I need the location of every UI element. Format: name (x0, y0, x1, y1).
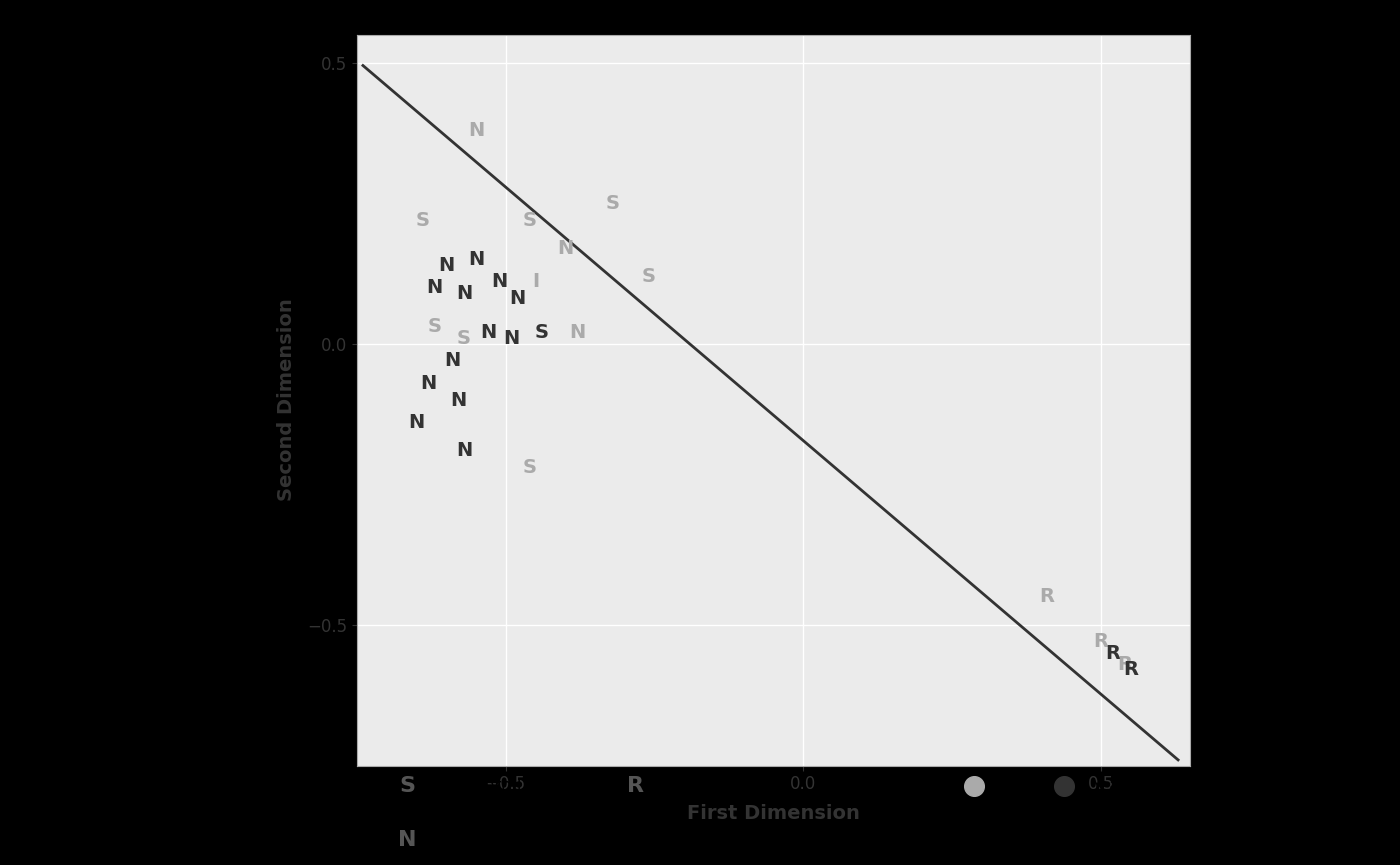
Text: R: R (627, 776, 644, 796)
Text: S: S (606, 194, 620, 213)
Text: S: S (522, 458, 536, 477)
Text: N: N (409, 413, 424, 432)
Text: S: S (427, 317, 441, 336)
Text: N: N (456, 284, 472, 303)
Text: Vote: Vote (855, 776, 909, 796)
Text: S: S (535, 324, 549, 342)
Text: N: N (568, 324, 585, 342)
Text: R: R (1105, 644, 1120, 663)
Text: I: I (532, 272, 539, 292)
Text: S: S (416, 211, 430, 229)
Text: S: S (456, 329, 470, 348)
Text: R: R (1093, 632, 1109, 651)
Text: N: N (444, 351, 461, 370)
Text: S: S (641, 267, 655, 285)
Text: N: N (557, 239, 574, 258)
Y-axis label: Second Dimension: Second Dimension (277, 298, 295, 502)
Text: R: R (1117, 655, 1133, 674)
Text: Nay: Nay (1002, 777, 1035, 795)
Text: Northern Dems: Northern Dems (435, 831, 563, 849)
Text: R: R (1123, 661, 1138, 679)
Text: S: S (399, 776, 416, 796)
Text: R: R (1040, 587, 1054, 606)
Text: N: N (420, 374, 437, 393)
Text: Southern Dems: Southern Dems (435, 777, 564, 795)
Text: N: N (480, 324, 496, 342)
Text: N: N (438, 256, 455, 274)
Text: N: N (449, 391, 466, 409)
Text: Party Group: Party Group (237, 805, 358, 823)
Text: N: N (468, 121, 484, 139)
Text: N: N (468, 250, 484, 269)
Text: N: N (426, 279, 442, 297)
Text: Yea: Yea (1091, 777, 1119, 795)
Text: Republicans: Republicans (665, 777, 764, 795)
X-axis label: First Dimension: First Dimension (687, 804, 860, 823)
Text: S: S (522, 211, 536, 229)
Text: N: N (491, 272, 508, 292)
Text: N: N (504, 329, 519, 348)
Text: N: N (456, 441, 472, 460)
Text: N: N (398, 830, 417, 850)
Text: N: N (510, 290, 526, 308)
